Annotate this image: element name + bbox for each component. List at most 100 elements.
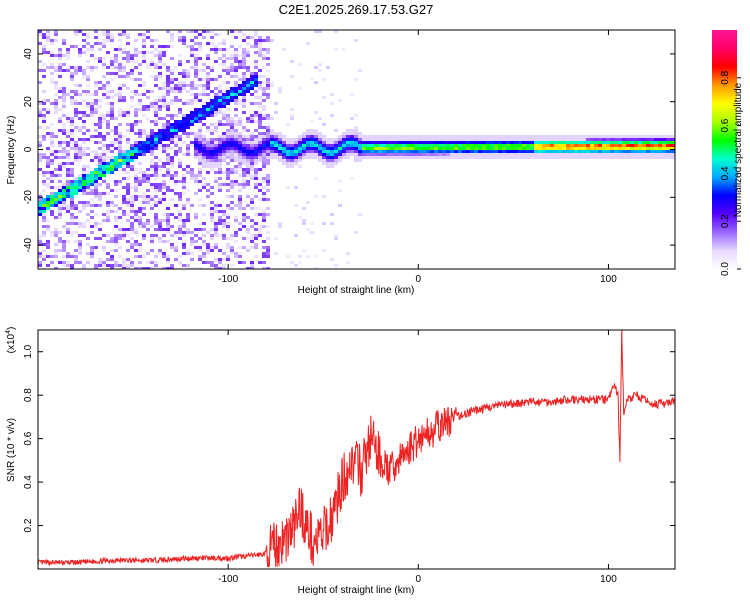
spectrogram-cell	[174, 231, 178, 234]
spectrogram-cell	[126, 72, 130, 75]
spectrogram-cell	[106, 126, 110, 129]
spectrogram-cell	[266, 57, 270, 60]
spectrogram-cell	[206, 231, 210, 234]
spectrogram-cell	[218, 84, 222, 87]
spectrogram-cell	[670, 156, 674, 159]
spectrogram-cell	[102, 219, 106, 222]
spectrogram-cell	[314, 150, 318, 153]
spectrogram-cell	[342, 48, 346, 51]
spectrogram-cell	[662, 147, 666, 150]
spectrogram-cell	[602, 153, 606, 156]
spectrogram-cell	[150, 102, 154, 105]
spectrogram-cell	[158, 57, 162, 60]
spectrogram-cell	[266, 225, 270, 228]
spectrogram-cell	[94, 156, 98, 159]
snr-background	[38, 330, 675, 569]
spectrogram-cell	[150, 105, 154, 108]
spectrogram-cell	[182, 204, 186, 207]
spectrogram-cell	[254, 102, 258, 105]
spectrogram-cell	[378, 144, 382, 147]
spectrogram-cell	[230, 147, 234, 150]
spectrogram-cell	[142, 60, 146, 63]
spectrogram-cell	[162, 126, 166, 129]
spectrogram-cell	[222, 96, 226, 99]
spectrogram-cell	[514, 150, 518, 153]
spectrogram-cell	[230, 186, 234, 189]
spectrogram-cell	[42, 156, 46, 159]
snr-exponent-label: (x104)	[5, 327, 17, 354]
spectrogram-cell	[122, 177, 126, 180]
spectrogram-cell	[506, 135, 510, 138]
spectrogram-cell	[210, 249, 214, 252]
spectrogram-cell	[162, 195, 166, 198]
spectrogram-cell	[238, 207, 242, 210]
spectrogram-cell	[94, 153, 98, 156]
spectrogram-cell	[358, 69, 362, 72]
spectrogram-cell	[198, 180, 202, 183]
spectrogram-cell	[350, 129, 354, 132]
spectrogram-cell	[586, 144, 590, 147]
spectrogram-cell	[98, 204, 102, 207]
spectrogram-cell	[202, 90, 206, 93]
spectrogram-cell	[134, 159, 138, 162]
spectrogram-cell	[58, 249, 62, 252]
spectrogram-cell	[178, 255, 182, 258]
spectrogram-cell	[178, 54, 182, 57]
spectrogram-cell	[174, 87, 178, 90]
spectrogram-cell	[222, 219, 226, 222]
spectrogram-cell	[58, 117, 62, 120]
spectrogram-cell	[122, 135, 126, 138]
spectrogram-cell	[198, 141, 202, 144]
spectrogram-cell	[438, 147, 442, 150]
spectrogram-cell	[158, 96, 162, 99]
spectrogram-cell	[466, 147, 470, 150]
spectrogram-ytick-label: 0	[23, 146, 34, 152]
spectrogram-cell	[234, 51, 238, 54]
spectrogram-cell	[130, 201, 134, 204]
spectrogram-cell	[238, 246, 242, 249]
spectrogram-cell	[174, 174, 178, 177]
spectrogram-cell	[174, 114, 178, 117]
spectrogram-cell	[94, 30, 98, 33]
spectrogram-cell	[62, 150, 66, 153]
spectrogram-cell	[158, 225, 162, 228]
spectrogram-cell	[322, 222, 326, 225]
spectrogram-cell	[174, 96, 178, 99]
spectrogram-cell	[346, 252, 350, 255]
spectrogram-cell	[234, 84, 238, 87]
spectrogram-cell	[138, 267, 142, 269]
spectrogram-cell	[134, 114, 138, 117]
spectrogram-cell	[610, 138, 614, 141]
spectrogram-cell	[218, 108, 222, 111]
spectrogram-cell	[154, 111, 158, 114]
spectrogram-cell	[246, 156, 250, 159]
spectrogram-cell	[254, 72, 258, 75]
spectrogram-cell	[182, 117, 186, 120]
spectrogram-cell	[218, 177, 222, 180]
spectrogram-cell	[118, 150, 122, 153]
spectrogram-cell	[54, 30, 58, 33]
spectrogram-cell	[250, 240, 254, 243]
spectrogram-cell	[302, 156, 306, 159]
spectrogram-cell	[62, 261, 66, 264]
spectrogram-cell	[498, 141, 502, 144]
spectrogram-cell	[254, 213, 258, 216]
spectrogram-cell	[110, 159, 114, 162]
spectrogram-cell	[58, 207, 62, 210]
spectrogram-cell	[210, 66, 214, 69]
spectrogram-cell	[214, 222, 218, 225]
spectrogram-cell	[226, 255, 230, 258]
spectrogram-cell	[382, 153, 386, 156]
spectrogram-cell	[154, 135, 158, 138]
spectrogram-cell	[350, 93, 354, 96]
spectrogram-cell	[418, 135, 422, 138]
spectrogram-cell	[82, 186, 86, 189]
spectrogram-cell	[646, 141, 650, 144]
spectrogram-cell	[186, 249, 190, 252]
spectrogram-cell	[550, 156, 554, 159]
spectrogram-cell	[238, 45, 242, 48]
spectrogram-cell	[70, 195, 74, 198]
spectrogram-cell	[378, 156, 382, 159]
spectrogram-cell	[254, 246, 258, 249]
spectrogram-cell	[446, 135, 450, 138]
